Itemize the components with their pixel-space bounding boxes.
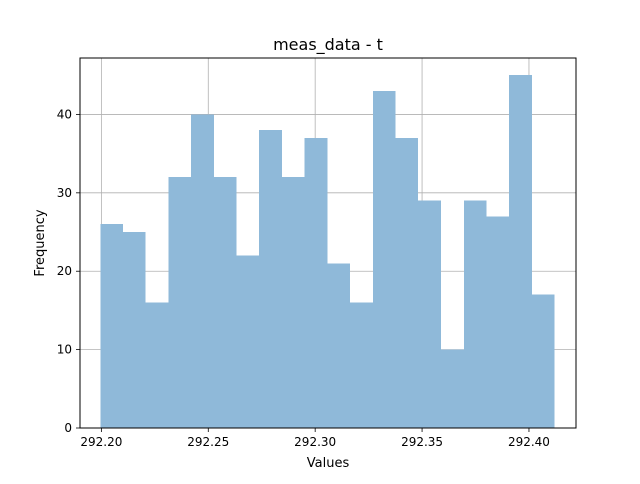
- histogram-bar: [372, 90, 396, 428]
- y-axis-label: Frequency: [33, 209, 48, 276]
- histogram-bar: [395, 137, 419, 428]
- histogram-bar: [327, 263, 351, 428]
- y-tick-label: 40: [57, 107, 72, 121]
- histogram-bar: [282, 177, 305, 428]
- histogram-bar: [168, 177, 192, 428]
- histogram-bar: [441, 349, 464, 428]
- histogram-bar: [531, 294, 555, 428]
- bars: [100, 75, 555, 429]
- histogram-bar: [191, 114, 214, 429]
- x-tick-label: 292.40: [508, 435, 550, 449]
- histogram-bar: [213, 177, 237, 428]
- x-axis-label: Values: [307, 456, 350, 471]
- chart-title: meas_data - t: [273, 35, 383, 55]
- histogram-bar: [304, 137, 328, 428]
- y-axis-ticks: 0 10 20 30 40: [57, 107, 80, 435]
- histogram-bar: [259, 130, 283, 428]
- histogram-bar: [418, 200, 442, 428]
- histogram-bar: [463, 200, 487, 428]
- x-tick-label: 292.35: [401, 435, 443, 449]
- x-tick-label: 292.25: [187, 435, 229, 449]
- histogram-bar: [509, 75, 532, 429]
- histogram-bar: [100, 224, 123, 428]
- histogram-bar: [122, 232, 146, 428]
- histogram-bar: [145, 302, 169, 428]
- histogram-bar: [350, 302, 373, 428]
- x-axis-ticks: 292.20 292.25 292.30 292.35 292.40: [80, 428, 550, 449]
- x-tick-label: 292.20: [80, 435, 122, 449]
- y-tick-label: 30: [57, 186, 72, 200]
- y-tick-label: 0: [64, 421, 72, 435]
- histogram-bar: [486, 216, 510, 428]
- x-tick-label: 292.30: [294, 435, 336, 449]
- y-tick-label: 10: [57, 343, 72, 357]
- y-tick-label: 20: [57, 264, 72, 278]
- plot-frame: [79, 57, 577, 429]
- histogram-bar: [236, 255, 260, 428]
